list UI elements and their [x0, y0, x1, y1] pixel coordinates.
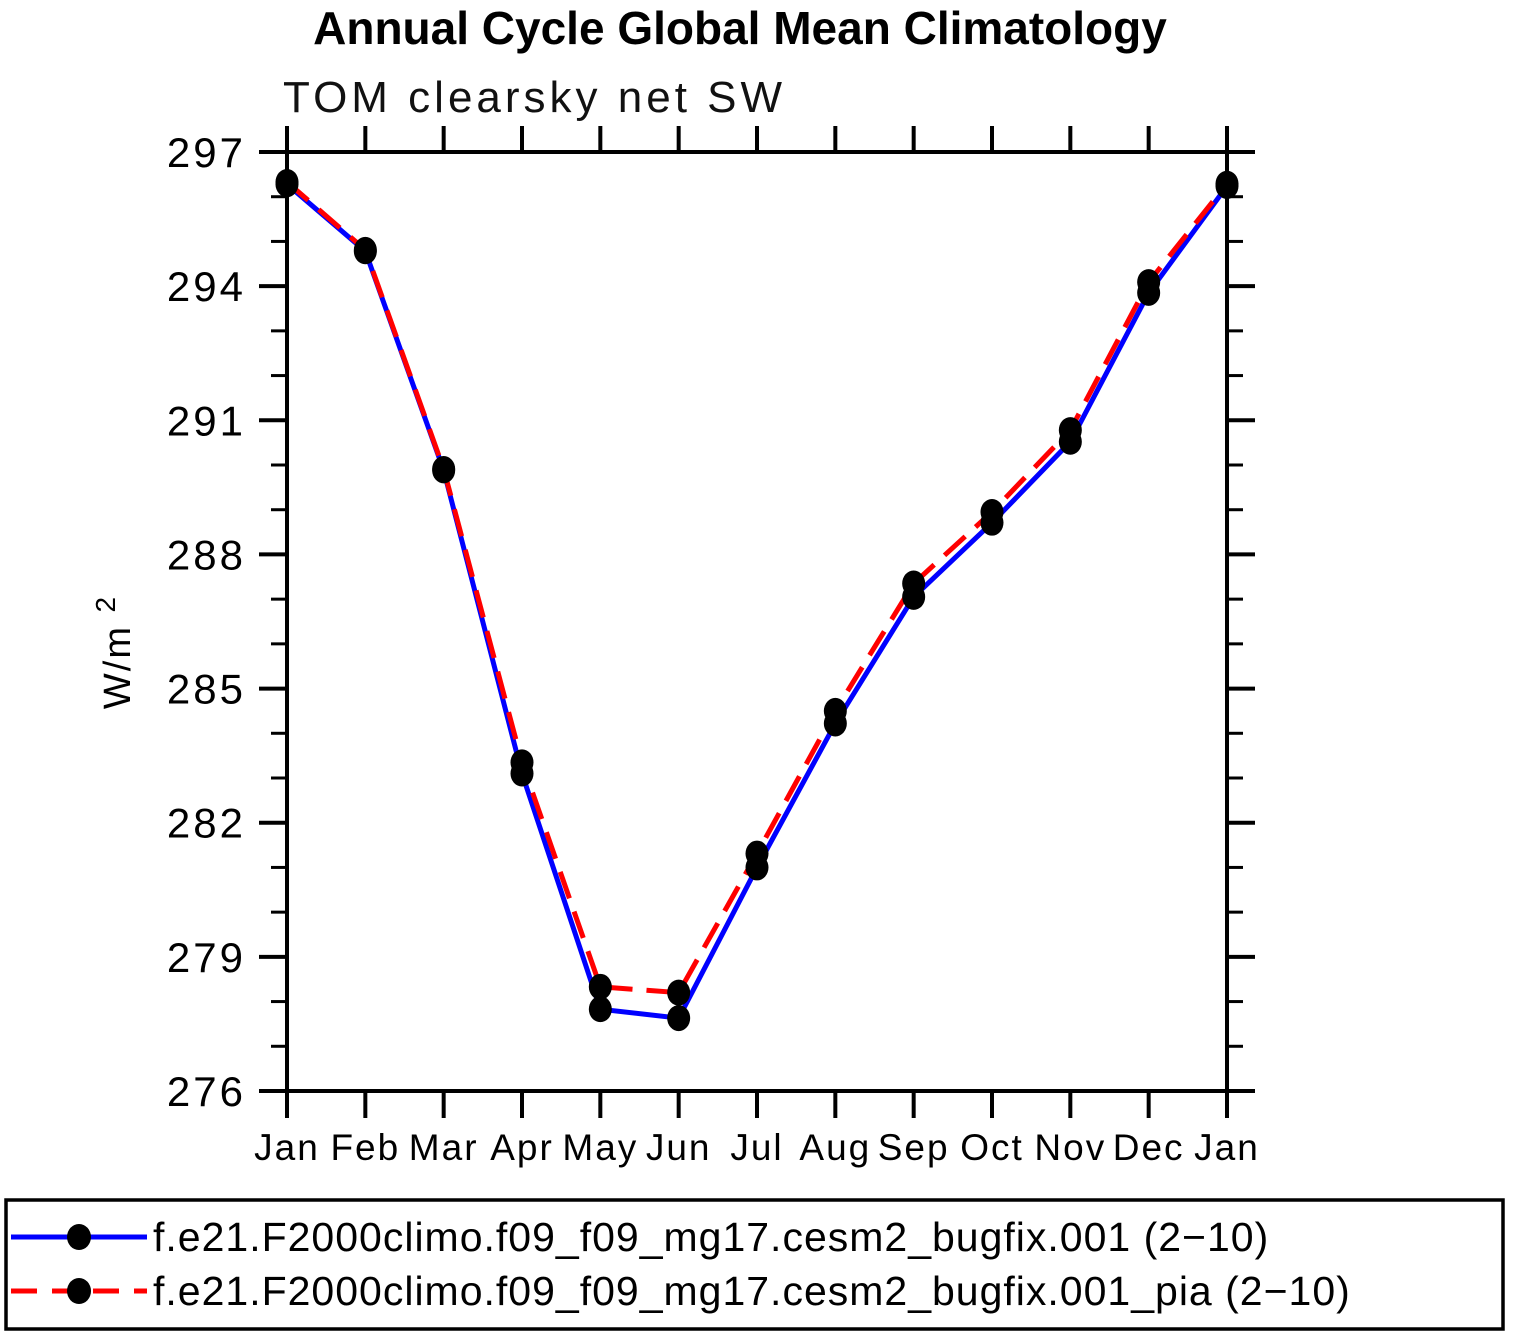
legend-marker-series2-dot [67, 1278, 91, 1304]
x-tick-label: Jan [1194, 1127, 1260, 1168]
y-tick-label: 297 [167, 129, 246, 176]
data-point-marker [745, 840, 769, 867]
x-tick-label: Dec [1113, 1127, 1185, 1168]
y-tick-label: 276 [167, 1068, 246, 1115]
legend: f.e21.F2000climo.f09_f09_mg17.cesm2_bugf… [4, 1198, 1505, 1331]
series-line-1 [285, 182, 1230, 1021]
y-tick-label: 282 [167, 800, 246, 847]
x-tick-label: May [562, 1127, 638, 1168]
data-point-marker [980, 498, 1004, 525]
x-tick-label: Jan [254, 1127, 320, 1168]
legend-label-series2: f.e21.F2000climo.f09_f09_mg17.cesm2_bugf… [153, 1268, 1351, 1314]
data-point-marker [1137, 269, 1161, 296]
data-point-marker [823, 697, 847, 724]
y-axis-label-base: W/m [97, 625, 139, 709]
data-point-marker [353, 236, 377, 263]
x-tick-label: Oct [960, 1127, 1024, 1168]
data-point-marker [588, 973, 612, 1000]
y-tick-label: 279 [167, 934, 246, 981]
y-axis-label: W/m 2 [90, 595, 139, 709]
data-point-marker [902, 570, 926, 597]
data-point-marker [510, 749, 534, 776]
x-tick-label: Apr [490, 1127, 554, 1168]
y-tick-label: 285 [167, 666, 246, 713]
axis-ticks [259, 126, 1255, 1118]
x-tick-label: Mar [409, 1127, 479, 1168]
x-tick-label: Feb [330, 1127, 400, 1168]
chart-subtitle: TOM clearsky net SW [283, 73, 786, 122]
x-tick-label: Aug [799, 1127, 871, 1168]
legend-marker-series1-dot [67, 1224, 91, 1250]
y-axis-label-superscript: 2 [90, 595, 121, 613]
x-tick-label: Jul [730, 1127, 783, 1168]
y-tick-label: 294 [167, 263, 246, 310]
data-series [275, 168, 1239, 1032]
x-tick-label: Nov [1034, 1127, 1106, 1168]
data-point-marker [588, 996, 612, 1023]
x-tick-label: Jun [646, 1127, 712, 1168]
y-tick-label: 288 [167, 531, 246, 578]
y-tick-label: 291 [167, 397, 246, 444]
legend-box [4, 1198, 1505, 1331]
data-point-marker [432, 456, 456, 483]
chart-title: Annual Cycle Global Mean Climatology [313, 2, 1167, 54]
data-point-marker [667, 979, 691, 1006]
plot-frame [285, 150, 1229, 1093]
data-point-marker [667, 1005, 691, 1032]
data-point-marker [1058, 417, 1082, 444]
x-tick-label: Sep [878, 1127, 950, 1168]
legend-label-series1: f.e21.F2000climo.f09_f09_mg17.cesm2_bugf… [153, 1214, 1269, 1260]
